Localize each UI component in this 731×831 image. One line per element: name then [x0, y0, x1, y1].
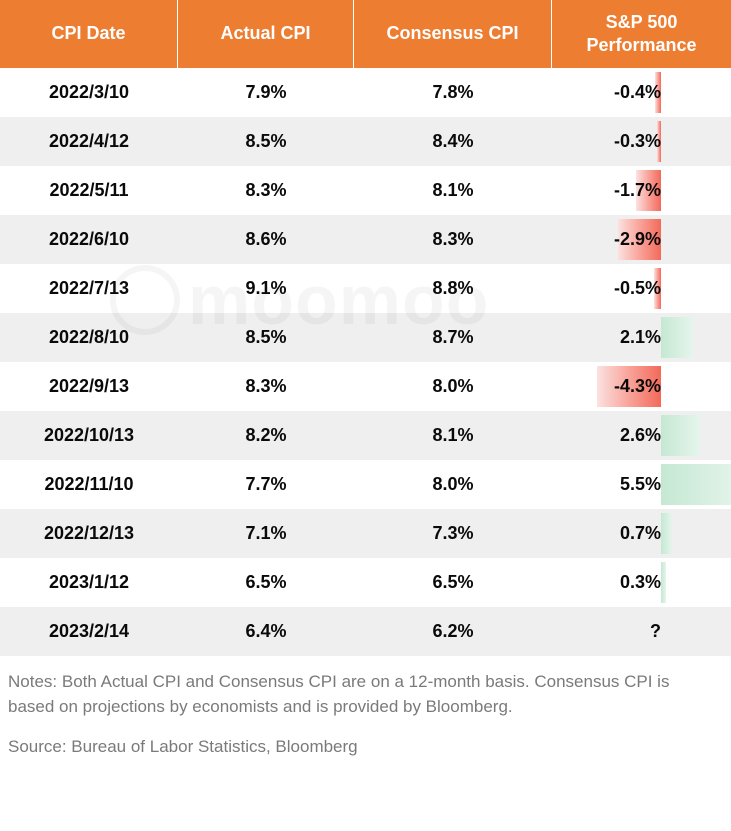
cell-performance: -1.7% — [552, 166, 731, 215]
cell-actual: 8.5% — [178, 117, 354, 166]
perf-label: 0.3% — [552, 572, 731, 593]
cell-performance: 0.7% — [552, 509, 731, 558]
cell-consensus: 6.2% — [354, 607, 552, 656]
perf-label: -0.5% — [552, 278, 731, 299]
table-row: 2022/11/107.7%8.0%5.5% — [0, 460, 731, 509]
header-consensus: Consensus CPI — [354, 0, 552, 68]
cell-consensus: 7.3% — [354, 509, 552, 558]
perf-label: 2.6% — [552, 425, 731, 446]
cell-performance: -2.9% — [552, 215, 731, 264]
cell-performance: 0.3% — [552, 558, 731, 607]
perf-label: -0.3% — [552, 131, 731, 152]
cpi-table: CPI DateActual CPIConsensus CPIS&P 500Pe… — [0, 0, 731, 656]
cell-actual: 9.1% — [178, 264, 354, 313]
cell-date: 2022/10/13 — [0, 411, 178, 460]
cell-actual: 7.7% — [178, 460, 354, 509]
cell-actual: 7.1% — [178, 509, 354, 558]
cell-consensus: 8.8% — [354, 264, 552, 313]
cell-date: 2022/6/10 — [0, 215, 178, 264]
cell-actual: 8.3% — [178, 362, 354, 411]
cell-actual: 6.4% — [178, 607, 354, 656]
perf-label: -2.9% — [552, 229, 731, 250]
table-row: 2022/4/128.5%8.4%-0.3% — [0, 117, 731, 166]
cell-date: 2022/11/10 — [0, 460, 178, 509]
header-perf: S&P 500Performance — [552, 0, 731, 68]
cell-consensus: 8.7% — [354, 313, 552, 362]
cell-date: 2023/1/12 — [0, 558, 178, 607]
table-row: 2022/9/138.3%8.0%-4.3% — [0, 362, 731, 411]
cell-consensus: 8.1% — [354, 166, 552, 215]
source-text: Source: Bureau of Labor Statistics, Bloo… — [0, 719, 731, 757]
cell-performance: -0.5% — [552, 264, 731, 313]
cell-performance: 2.1% — [552, 313, 731, 362]
perf-label: -0.4% — [552, 82, 731, 103]
cell-consensus: 8.0% — [354, 362, 552, 411]
cell-performance: -0.4% — [552, 68, 731, 117]
perf-label: 5.5% — [552, 474, 731, 495]
cell-consensus: 6.5% — [354, 558, 552, 607]
cell-consensus: 7.8% — [354, 68, 552, 117]
table-row: 2023/2/146.4%6.2%? — [0, 607, 731, 656]
cell-actual: 8.3% — [178, 166, 354, 215]
table-row: 2022/6/108.6%8.3%-2.9% — [0, 215, 731, 264]
cell-date: 2022/12/13 — [0, 509, 178, 558]
perf-label: -1.7% — [552, 180, 731, 201]
cell-date: 2022/7/13 — [0, 264, 178, 313]
table-row: 2022/10/138.2%8.1%2.6% — [0, 411, 731, 460]
table-row: 2023/1/126.5%6.5%0.3% — [0, 558, 731, 607]
cell-performance: 2.6% — [552, 411, 731, 460]
cell-actual: 8.2% — [178, 411, 354, 460]
perf-label: ? — [552, 621, 731, 642]
table-row: 2022/3/107.9%7.8%-0.4% — [0, 68, 731, 117]
cell-performance: 5.5% — [552, 460, 731, 509]
notes-text: Notes: Both Actual CPI and Consensus CPI… — [0, 656, 731, 719]
cell-consensus: 8.0% — [354, 460, 552, 509]
table-row: 2022/8/108.5%8.7%2.1% — [0, 313, 731, 362]
table-row: 2022/5/118.3%8.1%-1.7% — [0, 166, 731, 215]
cell-actual: 7.9% — [178, 68, 354, 117]
perf-label: -4.3% — [552, 376, 731, 397]
perf-label: 0.7% — [552, 523, 731, 544]
cell-date: 2022/9/13 — [0, 362, 178, 411]
cell-consensus: 8.1% — [354, 411, 552, 460]
cell-date: 2022/3/10 — [0, 68, 178, 117]
cell-consensus: 8.3% — [354, 215, 552, 264]
cell-actual: 8.5% — [178, 313, 354, 362]
cell-performance: -4.3% — [552, 362, 731, 411]
cell-consensus: 8.4% — [354, 117, 552, 166]
perf-label: 2.1% — [552, 327, 731, 348]
cell-date: 2022/4/12 — [0, 117, 178, 166]
cell-actual: 8.6% — [178, 215, 354, 264]
cell-performance: -0.3% — [552, 117, 731, 166]
cell-date: 2022/5/11 — [0, 166, 178, 215]
cell-actual: 6.5% — [178, 558, 354, 607]
header-date: CPI Date — [0, 0, 178, 68]
table-header-row: CPI DateActual CPIConsensus CPIS&P 500Pe… — [0, 0, 731, 68]
header-actual: Actual CPI — [178, 0, 354, 68]
cell-date: 2023/2/14 — [0, 607, 178, 656]
cell-performance: ? — [552, 607, 731, 656]
table-body: 2022/3/107.9%7.8%-0.4%2022/4/128.5%8.4%-… — [0, 68, 731, 656]
table-row: 2022/12/137.1%7.3%0.7% — [0, 509, 731, 558]
cell-date: 2022/8/10 — [0, 313, 178, 362]
table-row: 2022/7/139.1%8.8%-0.5% — [0, 264, 731, 313]
